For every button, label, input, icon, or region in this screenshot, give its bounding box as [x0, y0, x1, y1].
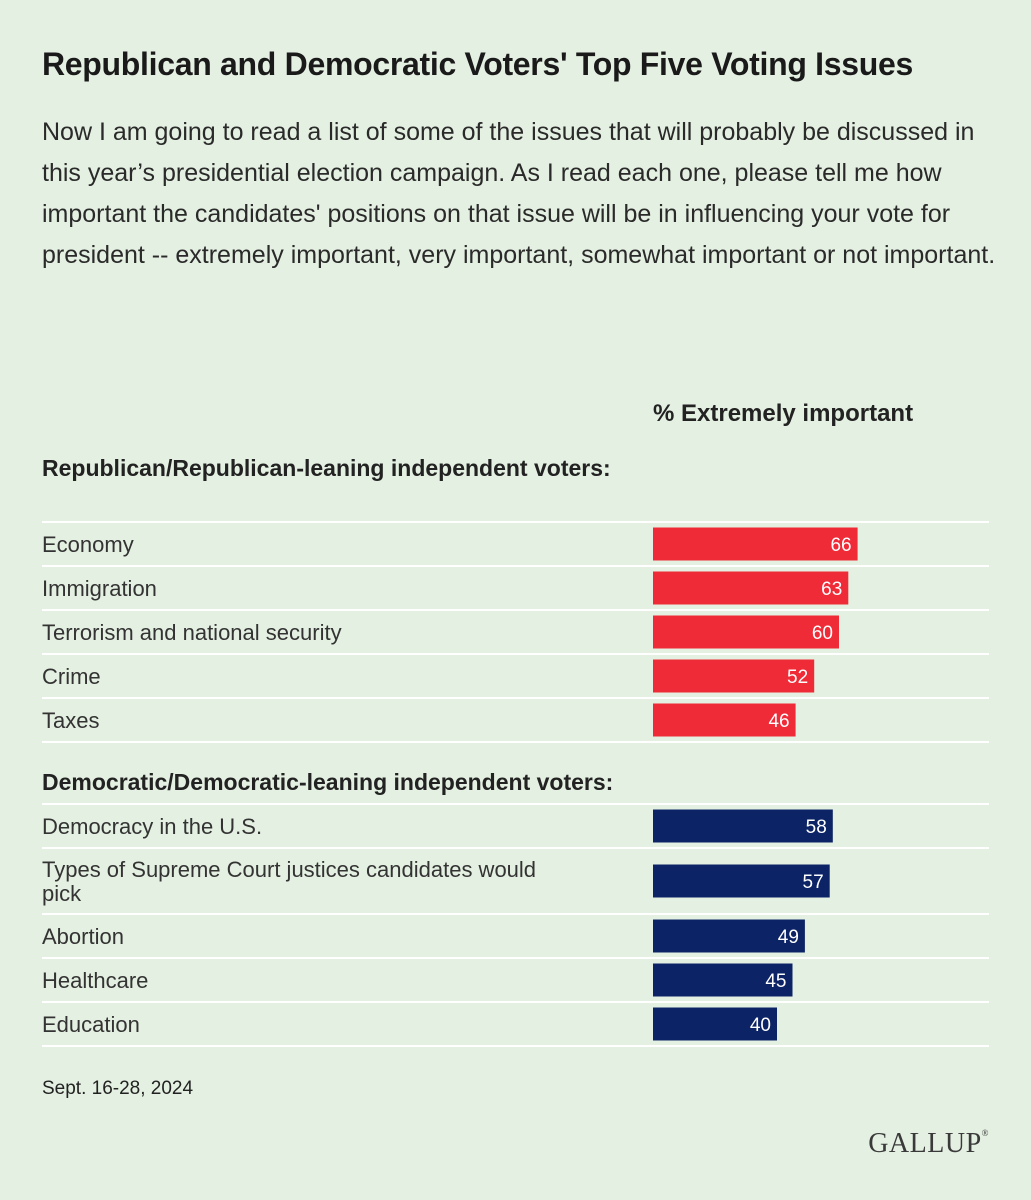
group-label-republican: Republican/Republican-leaning independen… [42, 455, 611, 481]
category-label: Types of Supreme Court justices candidat… [42, 857, 536, 906]
bar-republican [653, 615, 839, 649]
category-label: Economy [42, 532, 134, 557]
bar-value-label: 63 [821, 579, 842, 600]
logo-text: GALLUP [868, 1128, 982, 1159]
category-label: Democracy in the U.S. [42, 814, 262, 839]
bar-democratic [653, 919, 805, 953]
metric-label: % Extremely important [653, 400, 914, 427]
bar-value-label: 49 [778, 927, 799, 948]
bar-value-label: 57 [803, 872, 824, 893]
chart-subtitle: Now I am going to read a list of some of… [42, 118, 996, 269]
bar-republican [653, 703, 796, 737]
bar-value-label: 45 [765, 971, 786, 992]
group-label-democratic: Democratic/Democratic-leaning independen… [42, 769, 614, 795]
category-label: Education [42, 1012, 140, 1037]
category-label: Taxes [42, 708, 99, 733]
bar-value-label: 46 [768, 711, 789, 732]
bar-democratic [653, 864, 830, 898]
category-label: Healthcare [42, 968, 148, 993]
gallup-logo: GALLUP® [868, 1128, 989, 1159]
bar-democratic [653, 963, 793, 997]
bar-democratic [653, 1007, 777, 1041]
bar-republican [653, 571, 849, 605]
bar-republican [653, 527, 858, 561]
bar-value-label: 60 [812, 623, 833, 644]
bar-value-label: 66 [830, 535, 851, 556]
bar-value-label: 58 [806, 817, 827, 838]
bar-democratic [653, 809, 833, 843]
chart-title: Republican and Democratic Voters' Top Fi… [42, 46, 913, 82]
bar-republican [653, 659, 815, 693]
survey-date: Sept. 16-28, 2024 [42, 1078, 194, 1099]
category-label: Immigration [42, 576, 157, 601]
category-label: Crime [42, 664, 101, 689]
bar-value-label: 52 [787, 667, 808, 688]
bar-value-label: 40 [750, 1015, 771, 1036]
category-label: Abortion [42, 924, 124, 949]
category-label: Terrorism and national security [42, 620, 342, 645]
